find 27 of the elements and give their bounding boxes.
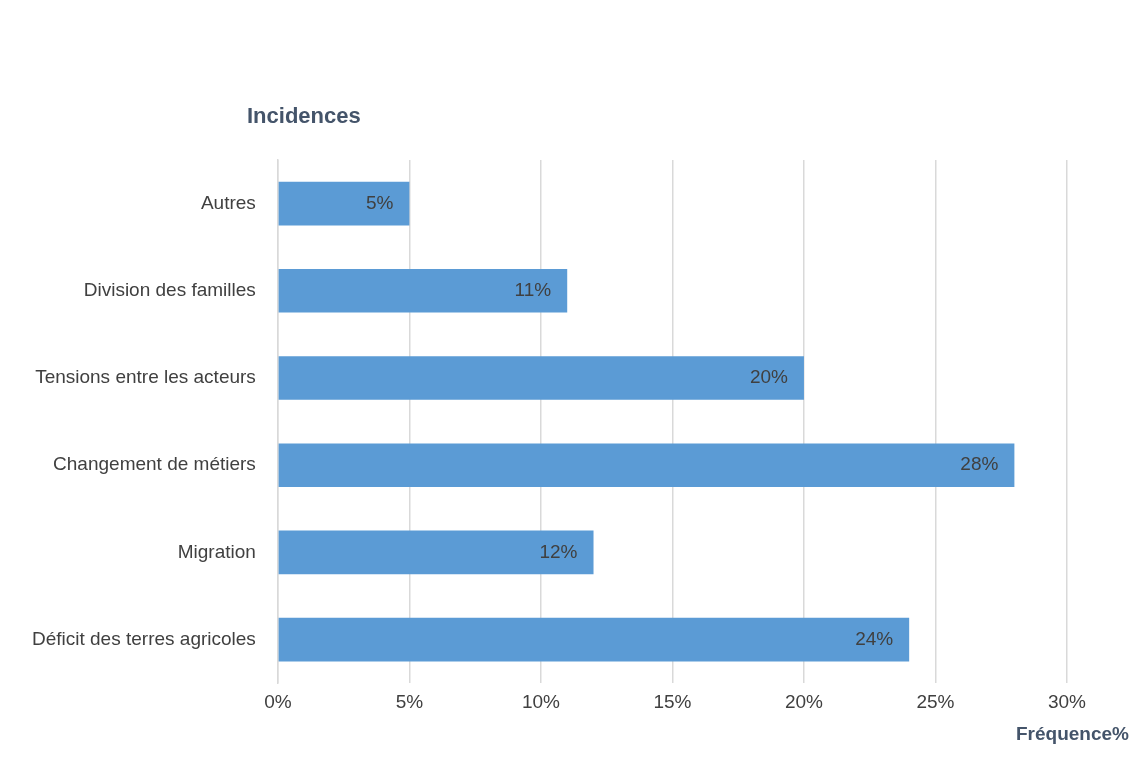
data-label: 12% [539, 540, 578, 562]
y-tick-label: Changement de métiers [53, 453, 256, 475]
y-tick-label: Migration [177, 540, 256, 562]
data-label: 11% [514, 279, 552, 301]
bar [278, 617, 910, 662]
chart-title: Incidences [247, 103, 361, 129]
x-tick-label: 0% [264, 690, 292, 712]
bar [278, 356, 804, 400]
x-axis-title: Fréquence% [1016, 723, 1130, 745]
bar [278, 530, 594, 575]
y-tick-label: Division des familles [83, 279, 256, 301]
x-tick-label: 20% [784, 690, 824, 712]
y-tick-label: Déficit des terres agricoles [31, 627, 256, 649]
x-tick-label: 15% [653, 690, 692, 712]
bar [278, 269, 568, 313]
data-label: 28% [960, 453, 999, 475]
y-tick-label: Tensions entre les acteurs [35, 366, 256, 388]
data-label: 5% [365, 191, 394, 213]
x-tick-label: 5% [395, 690, 424, 712]
x-tick-label: 10% [521, 690, 561, 712]
bar [278, 443, 1015, 487]
bar [278, 181, 410, 226]
y-tick-label: Autres [200, 191, 256, 213]
x-tick-label: 25% [916, 690, 955, 712]
data-label: 24% [855, 627, 894, 649]
data-label: 20% [749, 366, 789, 388]
x-tick-label: 30% [1047, 690, 1087, 712]
